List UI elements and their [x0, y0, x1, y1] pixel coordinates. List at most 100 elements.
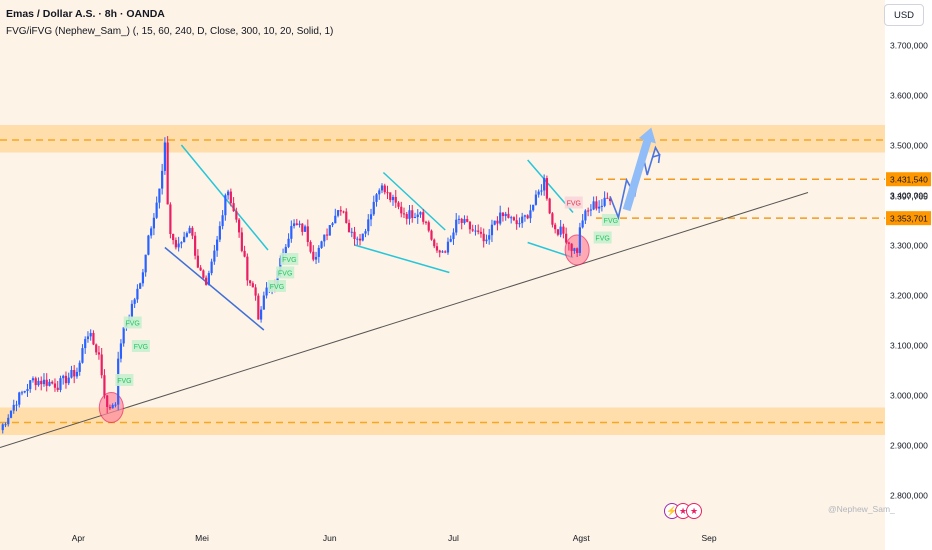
candle-body — [353, 231, 356, 239]
y-tick-label: 3.600,000 — [890, 91, 928, 101]
indicator-legend[interactable]: FVG/iFVG (Nephew_Sam_) (, 15, 60, 240, D… — [6, 26, 334, 37]
x-tick-label: Apr — [72, 533, 85, 543]
candle-body — [518, 223, 521, 225]
candle-body — [444, 251, 447, 253]
fvg-label: FVG — [131, 340, 150, 352]
candle-body — [194, 235, 197, 256]
candle-body — [7, 417, 10, 425]
candle-body — [400, 206, 403, 214]
candle-body — [408, 210, 411, 219]
price-label-box — [886, 172, 931, 187]
candle-body — [391, 196, 395, 201]
candle-body — [468, 221, 472, 230]
candle-body — [507, 213, 510, 218]
candle-body — [543, 178, 546, 191]
candle-body — [133, 299, 136, 304]
candle-body — [551, 213, 554, 225]
candle-body — [416, 214, 419, 217]
candle-body — [4, 424, 7, 426]
candle-body — [336, 210, 340, 216]
candle-body — [430, 230, 433, 240]
x-tick-label: Mei — [195, 533, 209, 543]
candle-body — [479, 231, 483, 234]
candle-body — [441, 251, 444, 253]
candle-body — [9, 410, 13, 418]
candle-body — [18, 392, 21, 405]
candle-body — [592, 201, 595, 210]
candle-body — [606, 197, 609, 199]
fvg-box — [115, 374, 134, 386]
candle-body — [172, 234, 175, 241]
fvg-text: FVG — [604, 218, 618, 225]
candle-body — [155, 202, 158, 218]
candle-body — [70, 369, 73, 378]
candle-body — [139, 283, 142, 289]
x-tick-label: Agst — [573, 533, 591, 543]
rising-support-trendline — [0, 192, 809, 448]
candle-body — [150, 228, 153, 236]
candle-body — [147, 235, 150, 255]
candle-body — [73, 369, 76, 377]
candle-body — [221, 215, 224, 227]
candle-body — [290, 226, 293, 239]
candle-body — [248, 280, 252, 284]
candle-body — [257, 295, 260, 320]
candle-body — [238, 219, 241, 233]
candle-body — [573, 248, 576, 251]
candle-body — [53, 383, 57, 388]
candle-body — [499, 212, 502, 224]
wedge1-lower-trendline — [164, 246, 265, 331]
candle-body — [570, 243, 573, 251]
candle-body — [262, 295, 265, 310]
candle-body — [545, 178, 549, 199]
candle-body — [119, 343, 123, 359]
candle-body — [449, 239, 452, 242]
candle-body — [493, 220, 496, 225]
candle-body — [20, 392, 24, 394]
candle-body — [576, 248, 579, 253]
currency-button[interactable]: USD — [884, 4, 924, 26]
candle-body — [383, 185, 386, 193]
candle-body — [152, 217, 156, 229]
candle-body — [224, 195, 227, 216]
candle-body — [254, 287, 257, 296]
candle-body — [45, 379, 48, 386]
candle-body — [438, 250, 441, 253]
candle-body — [89, 332, 92, 337]
fvg-label: FVG — [267, 280, 286, 292]
fvg-box — [267, 280, 286, 292]
candle-body — [589, 209, 592, 211]
candle-body — [323, 234, 326, 242]
candle-body — [78, 362, 81, 372]
candle-body — [67, 377, 70, 384]
candle-body — [433, 239, 436, 247]
candle-body — [229, 191, 232, 204]
candle-body — [251, 283, 254, 288]
candle-body — [540, 190, 543, 192]
candle-body — [501, 212, 505, 217]
chart-title: Emas / Dollar A.S. · 8h · OANDA — [6, 8, 165, 20]
candle-body — [188, 227, 191, 234]
candle-body — [114, 404, 117, 406]
resistance-zone — [0, 125, 885, 153]
candle-body — [356, 238, 359, 240]
candle-body — [567, 242, 570, 244]
candle-body — [559, 226, 562, 235]
candle-body — [301, 223, 304, 232]
candle-body — [314, 256, 318, 260]
candle-body — [309, 241, 312, 252]
candle-body — [227, 191, 230, 196]
candle-body — [59, 378, 62, 390]
candle-body — [452, 232, 455, 240]
candle-body — [364, 231, 367, 234]
us-flag-event-icon[interactable]: ★ — [686, 503, 702, 519]
support-zone — [0, 407, 885, 435]
candle-body — [122, 327, 125, 344]
fvg-box — [601, 214, 620, 226]
candle-body — [210, 261, 213, 274]
x-tick-label: Jun — [323, 533, 337, 543]
candle-body — [166, 142, 169, 205]
candle-body — [213, 250, 216, 262]
